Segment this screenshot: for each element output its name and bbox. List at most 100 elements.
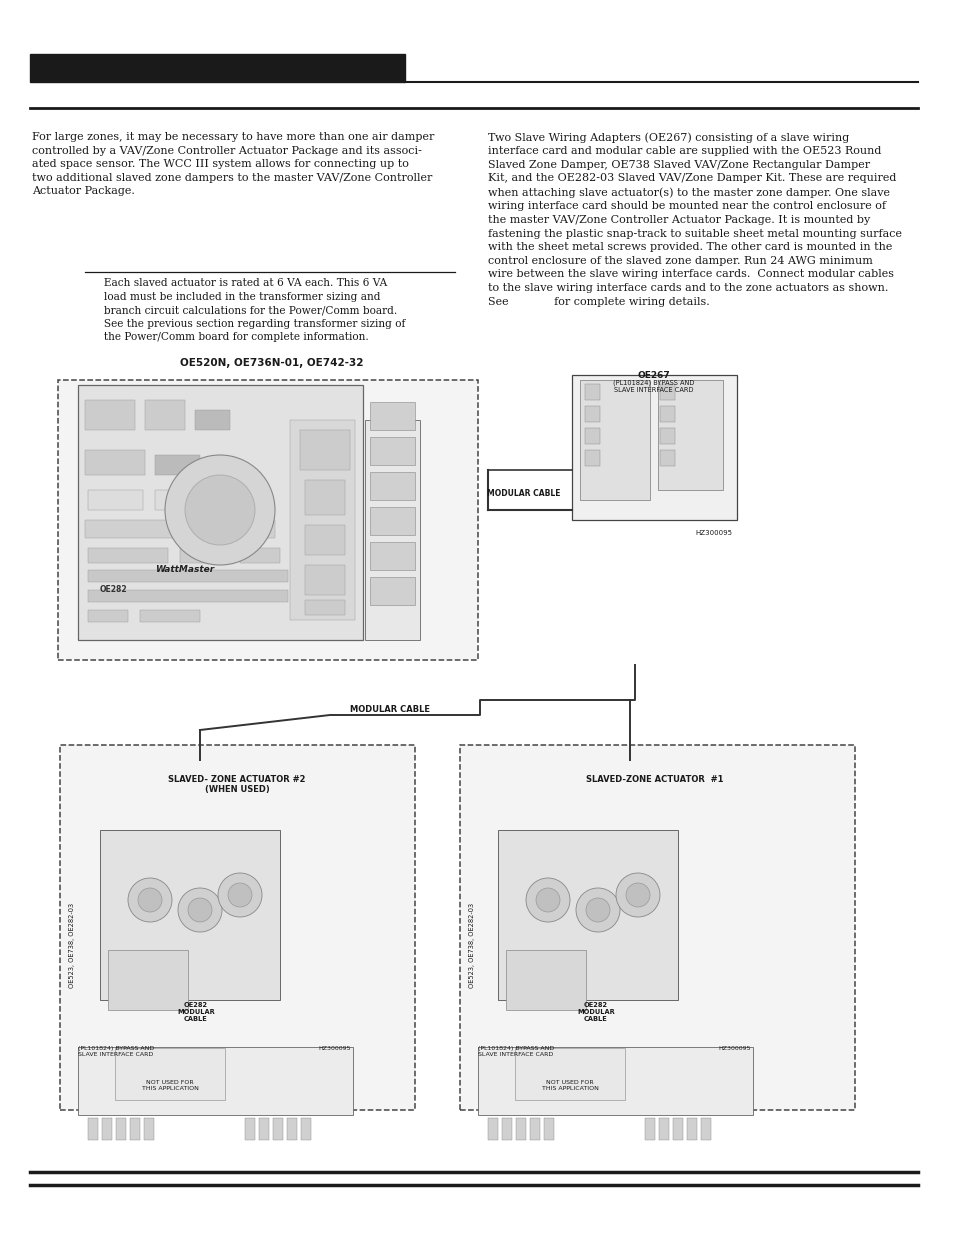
Circle shape bbox=[536, 888, 559, 911]
Bar bbox=[505, 950, 585, 1010]
Bar bbox=[658, 380, 722, 490]
Bar bbox=[572, 375, 737, 520]
Circle shape bbox=[138, 888, 162, 911]
Bar bbox=[299, 430, 350, 471]
Bar bbox=[659, 450, 675, 466]
Circle shape bbox=[128, 878, 172, 923]
Circle shape bbox=[616, 873, 659, 918]
Text: (PL101824) BYPASS AND
SLAVE INTERFACE CARD: (PL101824) BYPASS AND SLAVE INTERFACE CA… bbox=[78, 1046, 154, 1057]
Bar bbox=[116, 1118, 126, 1140]
Text: Each slaved actuator is rated at 6 VA each. This 6 VA
     load must be included: Each slaved actuator is rated at 6 VA ea… bbox=[87, 278, 405, 342]
Bar bbox=[88, 610, 128, 622]
Bar bbox=[273, 1118, 283, 1140]
Bar bbox=[515, 1049, 624, 1100]
Bar bbox=[214, 520, 274, 538]
Circle shape bbox=[165, 454, 274, 564]
Bar bbox=[115, 1049, 225, 1100]
Bar bbox=[543, 1118, 554, 1140]
Bar bbox=[58, 380, 477, 659]
Bar bbox=[459, 745, 854, 1110]
Text: SLAVED- ZONE ACTUATOR #2
(WHEN USED): SLAVED- ZONE ACTUATOR #2 (WHEN USED) bbox=[168, 776, 305, 794]
Text: NOT USED FOR
THIS APPLICATION: NOT USED FOR THIS APPLICATION bbox=[141, 1079, 198, 1091]
Bar bbox=[584, 429, 599, 445]
Bar bbox=[584, 384, 599, 400]
Bar bbox=[290, 420, 355, 620]
Bar bbox=[240, 548, 280, 563]
Circle shape bbox=[625, 883, 649, 906]
Bar bbox=[100, 830, 280, 1000]
Bar bbox=[258, 1118, 269, 1140]
Text: SLAVED-ZONE ACTUATOR  #1: SLAVED-ZONE ACTUATOR #1 bbox=[586, 776, 723, 784]
Circle shape bbox=[188, 898, 212, 923]
Text: HZ300095: HZ300095 bbox=[718, 1046, 750, 1051]
Bar bbox=[686, 1118, 697, 1140]
Bar bbox=[88, 590, 288, 601]
Text: OE520N, OE736N-01, OE742-32: OE520N, OE736N-01, OE742-32 bbox=[180, 358, 363, 368]
Bar bbox=[60, 745, 415, 1110]
Text: (PL101824) BYPASS AND
SLAVE INTERFACE CARD: (PL101824) BYPASS AND SLAVE INTERFACE CA… bbox=[477, 1046, 554, 1057]
Bar bbox=[145, 400, 185, 430]
Text: MODULAR CABLE: MODULAR CABLE bbox=[486, 489, 560, 498]
Text: HZ300095: HZ300095 bbox=[317, 1046, 350, 1051]
Bar bbox=[210, 459, 240, 475]
Bar bbox=[85, 520, 205, 538]
Text: Two Slave Wiring Adapters (OE267) consisting of a slave wiring
interface card an: Two Slave Wiring Adapters (OE267) consis… bbox=[488, 132, 901, 306]
Bar bbox=[370, 508, 415, 535]
Bar bbox=[497, 830, 678, 1000]
Bar bbox=[78, 1047, 353, 1115]
Bar bbox=[88, 571, 288, 582]
Bar bbox=[88, 548, 168, 563]
Bar bbox=[370, 577, 415, 605]
Circle shape bbox=[576, 888, 619, 932]
Bar bbox=[501, 1118, 512, 1140]
Bar bbox=[30, 54, 405, 82]
Bar bbox=[140, 610, 200, 622]
Circle shape bbox=[228, 883, 252, 906]
Text: OE523, OE738, OE282-03: OE523, OE738, OE282-03 bbox=[469, 903, 475, 988]
Bar bbox=[370, 542, 415, 571]
Bar bbox=[516, 1118, 525, 1140]
Bar bbox=[180, 548, 230, 563]
Circle shape bbox=[185, 475, 254, 545]
Bar bbox=[305, 480, 345, 515]
Bar bbox=[305, 525, 345, 555]
Bar bbox=[154, 490, 194, 510]
Bar bbox=[370, 403, 415, 430]
Bar bbox=[644, 1118, 655, 1140]
Circle shape bbox=[585, 898, 609, 923]
Text: NOT USED FOR
THIS APPLICATION: NOT USED FOR THIS APPLICATION bbox=[541, 1079, 598, 1091]
Bar bbox=[88, 1118, 98, 1140]
Circle shape bbox=[525, 878, 569, 923]
Bar bbox=[194, 410, 230, 430]
Bar bbox=[287, 1118, 296, 1140]
Text: (PL101824) BYPASS AND
SLAVE INTERFACE CARD: (PL101824) BYPASS AND SLAVE INTERFACE CA… bbox=[613, 380, 694, 394]
Bar bbox=[154, 454, 200, 475]
Text: OE267: OE267 bbox=[637, 370, 670, 380]
Bar bbox=[108, 950, 188, 1010]
Bar bbox=[584, 406, 599, 422]
Bar bbox=[530, 1118, 539, 1140]
Bar bbox=[700, 1118, 710, 1140]
Bar bbox=[144, 1118, 153, 1140]
Bar bbox=[102, 1118, 112, 1140]
Bar bbox=[301, 1118, 311, 1140]
Bar bbox=[305, 564, 345, 595]
Bar bbox=[477, 1047, 752, 1115]
Text: HZ300095: HZ300095 bbox=[695, 530, 731, 536]
Bar bbox=[245, 1118, 254, 1140]
Bar bbox=[659, 429, 675, 445]
Bar bbox=[584, 450, 599, 466]
Bar bbox=[488, 1118, 497, 1140]
Bar bbox=[672, 1118, 682, 1140]
Bar bbox=[85, 400, 135, 430]
Bar bbox=[370, 472, 415, 500]
Text: OE282: OE282 bbox=[100, 585, 128, 594]
Text: OE523, OE738, OE282-03: OE523, OE738, OE282-03 bbox=[69, 903, 75, 988]
Bar bbox=[365, 420, 419, 640]
Bar bbox=[78, 385, 363, 640]
Bar bbox=[305, 600, 345, 615]
Bar bbox=[659, 406, 675, 422]
Text: For large zones, it may be necessary to have more than one air damper
controlled: For large zones, it may be necessary to … bbox=[32, 132, 434, 196]
Text: MODULAR CABLE: MODULAR CABLE bbox=[350, 705, 430, 714]
Text: WattMaster: WattMaster bbox=[154, 566, 214, 574]
